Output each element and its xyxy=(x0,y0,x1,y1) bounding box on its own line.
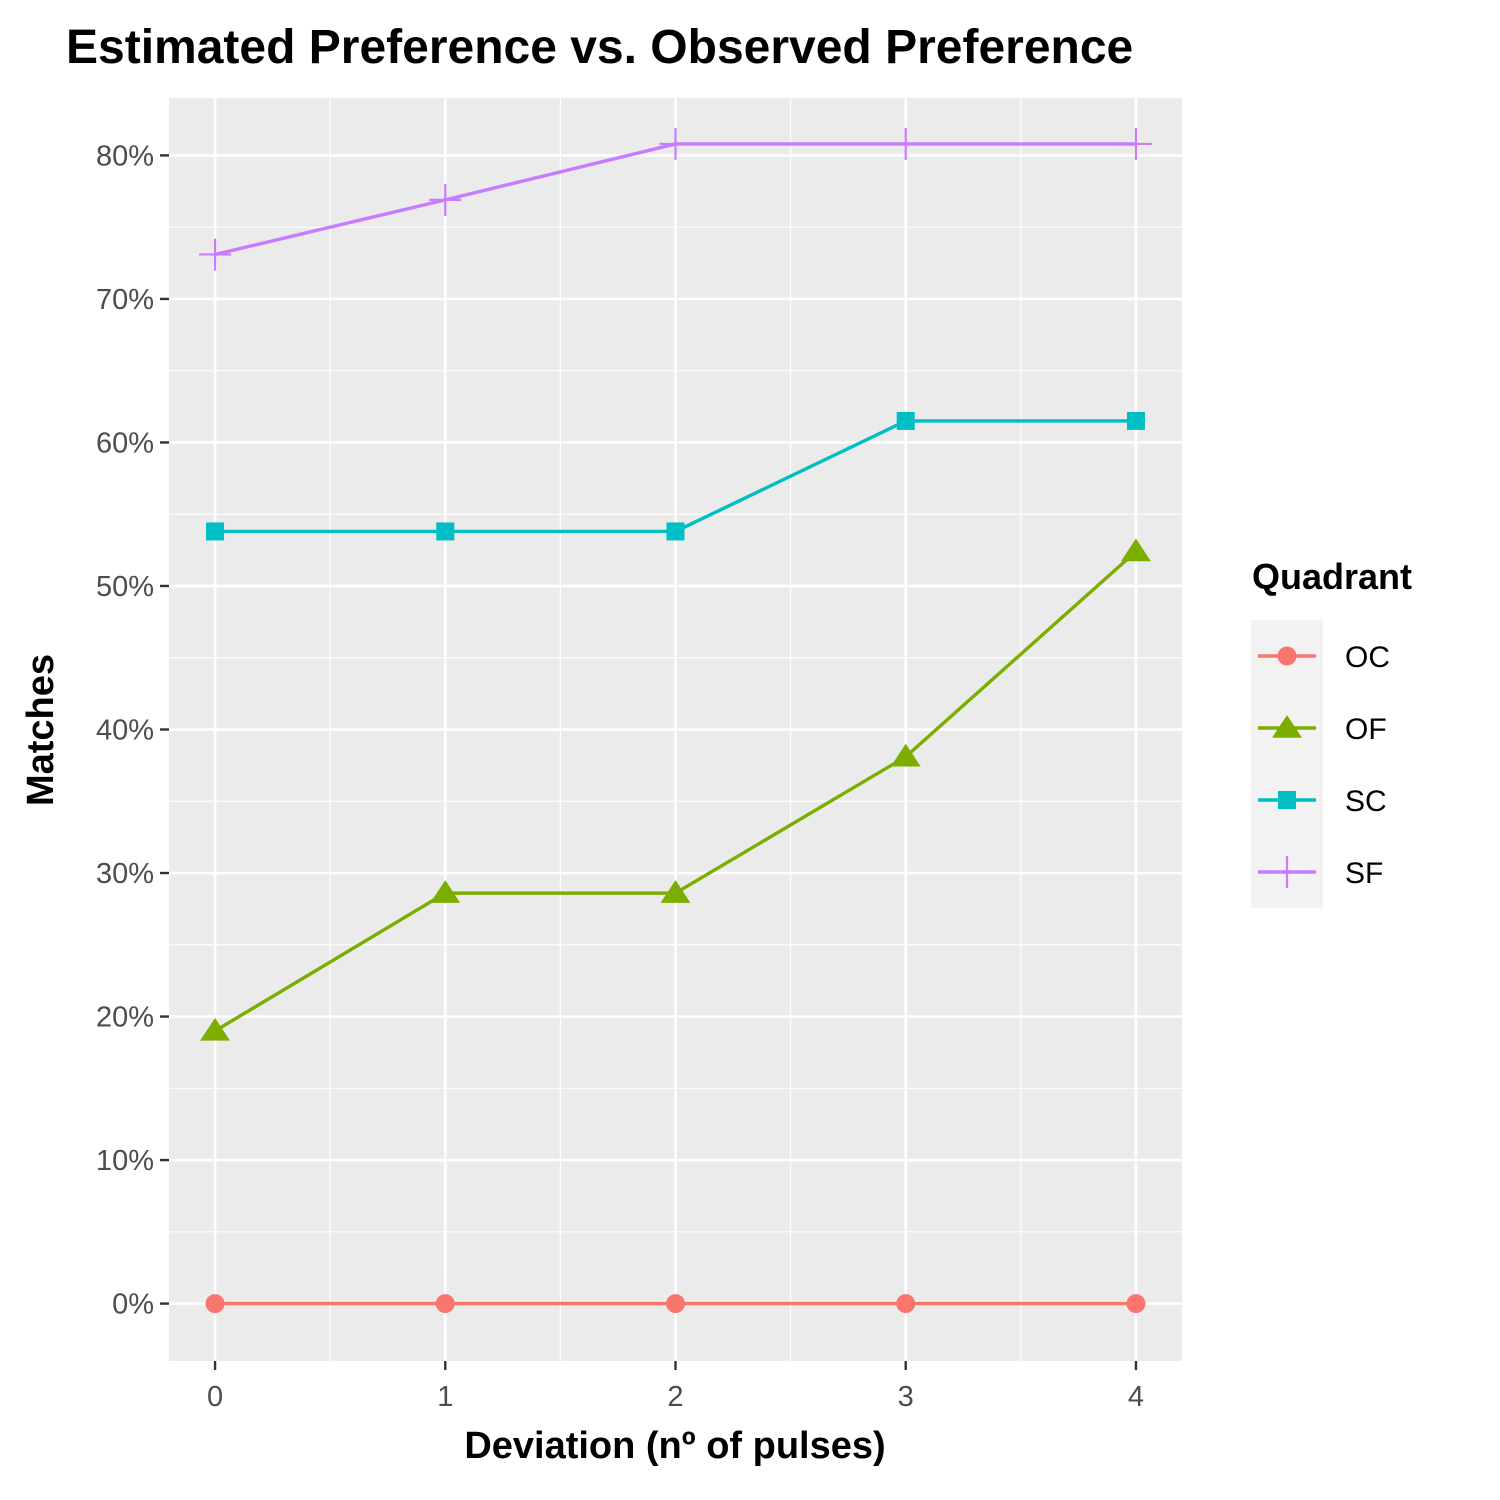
data-point-of xyxy=(430,880,461,903)
legend-label: SC xyxy=(1345,785,1387,818)
series-sf xyxy=(199,127,1152,271)
y-axis-title: Matches xyxy=(20,654,62,806)
legend-label: OC xyxy=(1345,641,1390,674)
y-tick-label: 60% xyxy=(96,427,154,459)
legend-item-sf: SF xyxy=(1258,856,1383,890)
data-point-sc xyxy=(896,411,915,430)
legend-label: OF xyxy=(1345,713,1387,746)
data-point-oc xyxy=(1126,1294,1146,1314)
data-point-sf xyxy=(199,238,232,271)
y-tick-label: 80% xyxy=(96,140,154,172)
series-of xyxy=(200,538,1151,1041)
data-point-oc xyxy=(666,1294,685,1314)
data-point-of xyxy=(200,1017,230,1041)
legend-items: OC OF SC SF xyxy=(1258,641,1390,890)
legend-item-oc: OC xyxy=(1258,641,1390,674)
series-layer xyxy=(199,127,1152,1314)
y-tick-label: 10% xyxy=(96,1145,154,1177)
data-point-sc xyxy=(206,522,225,541)
data-point-sf xyxy=(429,183,462,216)
legend-title: Quadrant xyxy=(1252,556,1412,597)
x-tick-label: 0 xyxy=(207,1381,223,1413)
legend-label: SF xyxy=(1345,857,1383,890)
y-tick-label: 70% xyxy=(96,284,154,316)
x-axis: 0 1 2 3 4 xyxy=(207,1361,1144,1413)
x-tick-label: 2 xyxy=(667,1381,683,1413)
series-sc xyxy=(206,411,1145,541)
legend-key-marker xyxy=(1278,791,1296,809)
data-point-sf xyxy=(1119,127,1152,160)
legend: Quadrant OC OF SC SF xyxy=(1251,556,1412,908)
chart-title: Estimated Preference vs. Observed Prefer… xyxy=(66,21,1133,74)
y-tick-label: 40% xyxy=(96,715,154,747)
legend-key-marker xyxy=(1277,646,1297,666)
series-oc xyxy=(205,1294,1146,1314)
grid-major xyxy=(169,98,1182,1361)
x-tick-label: 3 xyxy=(898,1381,914,1413)
legend-item-of: OF xyxy=(1258,713,1387,746)
legend-key-marker xyxy=(1272,715,1302,738)
data-point-of xyxy=(1121,538,1151,562)
y-tick-label: 50% xyxy=(96,571,154,603)
legend-item-sc: SC xyxy=(1258,785,1387,818)
data-point-sf xyxy=(889,127,922,160)
y-tick-label: 0% xyxy=(112,1289,154,1321)
data-point-sc xyxy=(1126,411,1145,430)
x-tick-label: 1 xyxy=(437,1381,453,1413)
data-point-of xyxy=(890,743,921,767)
data-point-sf xyxy=(659,127,692,160)
y-tick-label: 30% xyxy=(96,858,154,890)
y-axis: 0% 10% 20% 30% 40% 50% 60% 70% 80% xyxy=(96,140,169,1321)
data-point-sc xyxy=(436,522,455,541)
data-point-oc xyxy=(205,1294,225,1314)
data-point-sc xyxy=(666,522,685,541)
x-tick-label: 4 xyxy=(1128,1381,1144,1413)
y-tick-label: 20% xyxy=(96,1002,154,1034)
data-point-oc xyxy=(896,1294,916,1314)
legend-key-marker xyxy=(1271,856,1303,888)
data-point-of xyxy=(660,880,691,903)
x-axis-title: Deviation (nº of pulses) xyxy=(464,1425,885,1467)
data-point-oc xyxy=(435,1294,455,1314)
